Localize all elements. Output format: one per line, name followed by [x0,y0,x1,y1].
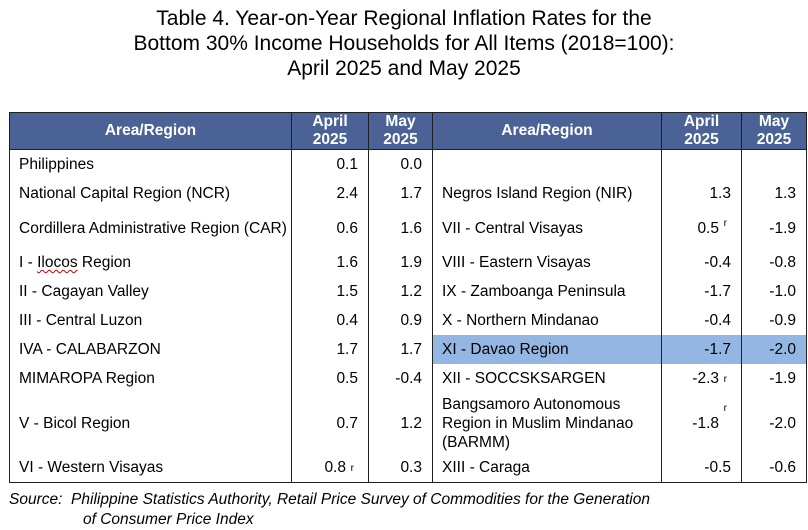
title-line-2: Bottom 30% Income Households for All Ite… [133,32,675,55]
revised-flag: r [350,463,354,474]
may-value: -1.9 [741,208,807,248]
region-name: VIII - Eastern Visayas [432,248,662,277]
may-value: -0.8 [741,248,807,277]
may-value: -1.9 [741,364,807,393]
region-name: Cordillera Administrative Region (CAR) [9,208,292,248]
april-value: 0.7 [291,393,369,453]
title-line-1: Table 4. Year-on-Year Regional Inflation… [156,7,652,30]
april-value: 0.5 [291,364,369,393]
header-april-left: April 2025 [291,112,369,150]
region-name: II - Cagayan Valley [9,277,292,306]
table-row: V - Bicol Region 0.7 1.2 Bangsamoro Autonom… [9,393,807,453]
may-value: -2.0 [741,335,807,364]
april-value: -1.7 [661,277,742,306]
may-value: -0.6 [741,453,807,483]
region-name: MIMAROPA Region [9,364,292,393]
table-row: Cordillera Administrative Region (CAR) 0.… [9,208,807,248]
region-name: XIII - Caraga [432,453,662,483]
header-area-left: Area/Region [9,112,292,150]
region-name: V - Bicol Region [9,393,292,453]
region-name: I - Ilocos Region [9,248,292,277]
region-name: Philippines [9,149,292,179]
april-value: -0.5 [661,453,742,483]
revised-flag: r [723,374,727,385]
source-text-line-2: of Consumer Price Index [83,511,254,528]
april-value: 0.6 [291,208,369,248]
region-name: IX - Zamboanga Peninsula [432,277,662,306]
header-row: Area/Region April 2025 May 2025 Area/Regio… [9,112,807,150]
table-row: VI - Western Visayas 0.8 r 0.3 XIII - Caraga… [9,453,807,483]
table-row: I - Ilocos Region 1.6 1.9 VIII - Eastern Vi… [9,248,807,277]
may-value: 1.9 [368,248,433,277]
may-value: -0.9 [741,306,807,335]
region-name: XI - Davao Region [432,335,662,364]
april-value: 2.4 [291,179,369,208]
header-april-right: April 2025 [661,112,742,150]
may-value: 0.3 [368,453,433,483]
may-value: 1.3 [741,179,807,208]
april-value: 1.7 [291,335,369,364]
table-title: Table 4. Year-on-Year Regional Inflation… [0,6,808,81]
april-value: 0.5 r [661,208,742,248]
april-value: -2.3 r [661,364,742,393]
table-row: Philippines 0.1 0.0 [9,149,807,179]
table-row: National Capital Region (NCR) 2.4 1.7 Negro… [9,179,807,208]
region-name [432,149,662,179]
april-value: -1.8 r [661,393,742,453]
april-value: -0.4 [661,248,742,277]
region-name: VII - Central Visayas [432,208,662,248]
april-value: 0.1 [291,149,369,179]
region-name: IVA - CALABARZON [9,335,292,364]
may-value: -2.0 [741,393,807,453]
header-may-left: May 2025 [368,112,433,150]
header-may-right: May 2025 [741,112,807,150]
source-note: Source: Philippine Statistics Authority,… [9,490,806,530]
table-row: IVA - CALABARZON 1.7 1.7 XI - Davao Region -… [9,335,807,364]
may-value: -0.4 [368,364,433,393]
may-value: 1.7 [368,179,433,208]
april-value [661,149,742,179]
inflation-table: Area/Region April 2025 May 2025 Area/Regio… [9,112,807,483]
region-name: VI - Western Visayas [9,453,292,483]
region-name: National Capital Region (NCR) [9,179,292,208]
region-name: Negros Island Region (NIR) [432,179,662,208]
header-area-right: Area/Region [432,112,662,150]
april-value: 1.3 [661,179,742,208]
revised-flag: r [723,403,727,414]
april-value: 0.4 [291,306,369,335]
region-name: XII - SOCCSKSARGEN [432,364,662,393]
may-value: 1.6 [368,208,433,248]
region-name: III - Central Luzon [9,306,292,335]
revised-flag: r [723,218,727,229]
may-value: 0.0 [368,149,433,179]
source-text-line-1: Philippine Statistics Authority, Retail … [71,491,650,508]
april-value: 1.6 [291,248,369,277]
may-value: -1.0 [741,277,807,306]
april-value: -0.4 [661,306,742,335]
may-value: 1.7 [368,335,433,364]
title-line-3: April 2025 and May 2025 [287,57,521,80]
source-label: Source: [9,491,63,508]
april-value: 0.8 r [291,453,369,483]
region-name: X - Northern Mindanao [432,306,662,335]
table-row: MIMAROPA Region 0.5 -0.4 XII - SOCCSKSARGEN… [9,364,807,393]
table-row: II - Cagayan Valley 1.5 1.2 IX - Zamboanga … [9,277,807,306]
region-name: Bangsamoro Autonomous Region in Muslim M… [432,393,662,453]
may-value: 0.9 [368,306,433,335]
may-value: 1.2 [368,277,433,306]
april-value: -1.7 [661,335,742,364]
table-row: III - Central Luzon 0.4 0.9 X - Northern Mi… [9,306,807,335]
may-value: 1.2 [368,393,433,453]
april-value: 1.5 [291,277,369,306]
may-value [741,149,807,179]
